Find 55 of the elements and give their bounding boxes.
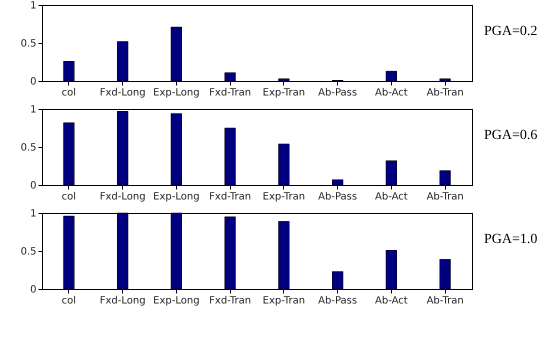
x-tick-label: col bbox=[62, 192, 76, 202]
bar bbox=[440, 170, 451, 186]
bar bbox=[63, 122, 74, 186]
x-tick-label: Ab-Pass bbox=[318, 296, 358, 306]
x-tick-label: Ab-Pass bbox=[318, 192, 358, 202]
x-tick-label: Exp-Long bbox=[153, 192, 200, 202]
bar bbox=[63, 60, 74, 82]
bar bbox=[386, 70, 397, 82]
x-tick-label: Ab-Act bbox=[375, 296, 408, 306]
x-tick-label: Ab-Act bbox=[375, 192, 408, 202]
x-tick-label: Ab-Pass bbox=[318, 88, 358, 98]
bar bbox=[224, 128, 236, 186]
bar bbox=[278, 78, 290, 82]
bar bbox=[170, 26, 182, 82]
bar bbox=[224, 216, 236, 290]
bar bbox=[224, 72, 236, 82]
text: PGA=0.6 bbox=[484, 128, 538, 143]
x-tick-label: Fxd-Long bbox=[100, 296, 146, 306]
y-tick-label: 1 bbox=[30, 0, 36, 12]
x-tick-label: Ab-Tran bbox=[426, 296, 464, 306]
y-tick-label: 0.5 bbox=[20, 246, 36, 258]
bar bbox=[278, 144, 290, 186]
x-tick-label: Ab-Tran bbox=[426, 88, 464, 98]
bar bbox=[278, 221, 290, 290]
x-tick-label: Fxd-Tran bbox=[209, 296, 252, 306]
bar bbox=[440, 259, 451, 290]
y-tick-label: 0 bbox=[30, 284, 36, 296]
x-tick-label: Ab-Act bbox=[375, 88, 408, 98]
x-tick-label: col bbox=[62, 88, 76, 98]
bar bbox=[386, 160, 397, 186]
x-tick-label: Exp-Tran bbox=[262, 88, 306, 98]
y-tick-label: 1 bbox=[30, 104, 36, 116]
x-tick-label: col bbox=[62, 296, 76, 306]
text: PGA=1.0 bbox=[484, 232, 538, 247]
bar bbox=[332, 271, 344, 290]
bar bbox=[440, 78, 451, 82]
x-tick-label: Fxd-Tran bbox=[209, 192, 252, 202]
x-tick-label: Exp-Tran bbox=[262, 192, 306, 202]
text: PGA=0.2 bbox=[484, 24, 538, 39]
bar bbox=[386, 250, 397, 290]
x-tick-label: Fxd-Long bbox=[100, 88, 146, 98]
x-tick-label: Fxd-Tran bbox=[209, 88, 252, 98]
y-tick-label: 0.5 bbox=[20, 38, 36, 50]
y-tick-label: 0.5 bbox=[20, 142, 36, 154]
bar bbox=[117, 41, 128, 82]
y-tick-label: 0 bbox=[30, 180, 36, 192]
x-tick-label: Exp-Long bbox=[153, 296, 200, 306]
bar bbox=[332, 179, 344, 186]
y-tick-label: 0 bbox=[30, 76, 36, 88]
x-tick-label: Exp-Tran bbox=[262, 296, 306, 306]
x-tick-label: Fxd-Long bbox=[100, 192, 146, 202]
y-tick-label: 1 bbox=[30, 208, 36, 220]
x-tick-label: Ab-Tran bbox=[426, 192, 464, 202]
bar bbox=[170, 113, 182, 186]
x-tick-label: Exp-Long bbox=[153, 88, 200, 98]
